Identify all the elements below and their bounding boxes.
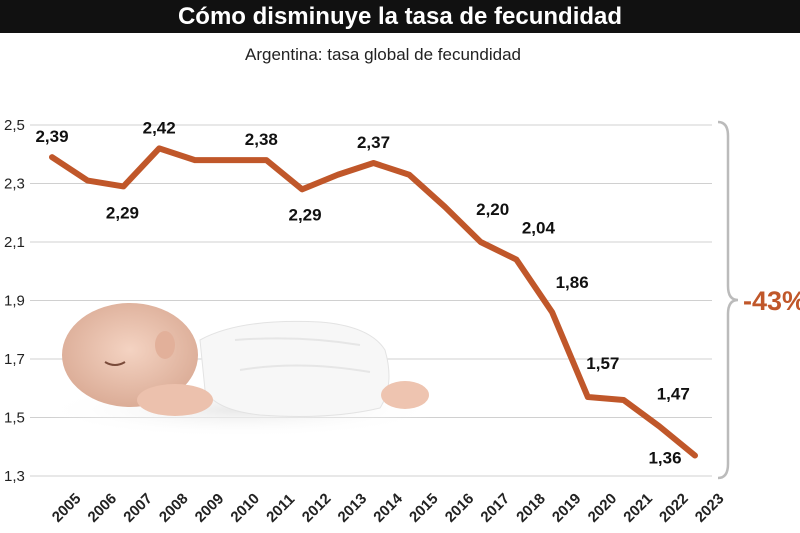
x-tick-label: 2009 <box>192 490 228 526</box>
x-tick-label: 2016 <box>442 490 478 526</box>
data-label: 2,38 <box>245 130 278 149</box>
data-label: 2,20 <box>476 200 509 219</box>
y-tick-label: 1,5 <box>4 410 25 427</box>
data-label: 2,29 <box>289 205 322 224</box>
x-tick-label: 2022 <box>656 490 692 526</box>
series-line-group <box>49 145 698 459</box>
y-tick-label: 2,3 <box>4 176 25 193</box>
x-tick-label: 2012 <box>299 490 335 526</box>
x-tick-label: 2015 <box>406 490 442 526</box>
chart-subtitle: Argentina: tasa global de fecundidad <box>245 45 521 64</box>
chart-title: Cómo disminuye la tasa de fecundidad <box>0 0 800 33</box>
y-tick-label: 1,3 <box>4 468 25 485</box>
x-tick-label: 2018 <box>513 490 549 526</box>
data-label: 1,86 <box>556 273 589 292</box>
x-tick-label: 2011 <box>263 491 298 526</box>
x-tick-label: 2013 <box>335 490 371 526</box>
sleeping-baby-illustration <box>40 303 440 438</box>
x-tick-label: 2010 <box>227 490 263 526</box>
data-label: 2,42 <box>143 118 176 137</box>
x-tick-label: 2020 <box>585 490 621 526</box>
data-label: 2,04 <box>522 219 556 238</box>
y-tick-label: 2,1 <box>4 234 25 251</box>
data-label: 2,39 <box>35 127 68 146</box>
x-tick-label: 2014 <box>370 490 406 526</box>
x-tick-label: 2006 <box>85 490 121 526</box>
decline-bracket: -43% <box>717 120 800 480</box>
data-label: 1,57 <box>586 354 619 373</box>
data-label: 1,36 <box>648 449 681 468</box>
data-label: 2,37 <box>357 133 390 152</box>
y-tick-label: 1,9 <box>4 293 25 310</box>
x-tick-label: 2023 <box>692 490 728 526</box>
decline-annotation: -43% <box>743 286 800 316</box>
decline-brace <box>717 120 739 480</box>
x-tick-label: 2007 <box>120 490 156 526</box>
y-tick-label: 1,7 <box>4 351 25 368</box>
y-axis-ticks: 2,5 2,3 2,1 1,9 1,7 1,5 1,3 <box>4 117 25 485</box>
data-label: 1,47 <box>657 384 690 403</box>
x-tick-label: 2017 <box>477 490 513 526</box>
x-tick-label: 2019 <box>549 490 585 526</box>
data-label: 2,29 <box>106 203 139 222</box>
x-tick-label: 2008 <box>156 490 192 526</box>
y-tick-label: 2,5 <box>4 117 25 134</box>
x-axis-ticks: 2005 2006 2007 2008 2009 2010 2011 2012 2013 2014… <box>49 490 728 526</box>
data-labels: 2,39 2,29 2,42 2,38 2,29 2,37 2,20 2,04 1,86 1,57… <box>35 118 689 467</box>
x-tick-label: 2005 <box>49 490 85 526</box>
x-tick-label: 2021 <box>620 490 656 526</box>
